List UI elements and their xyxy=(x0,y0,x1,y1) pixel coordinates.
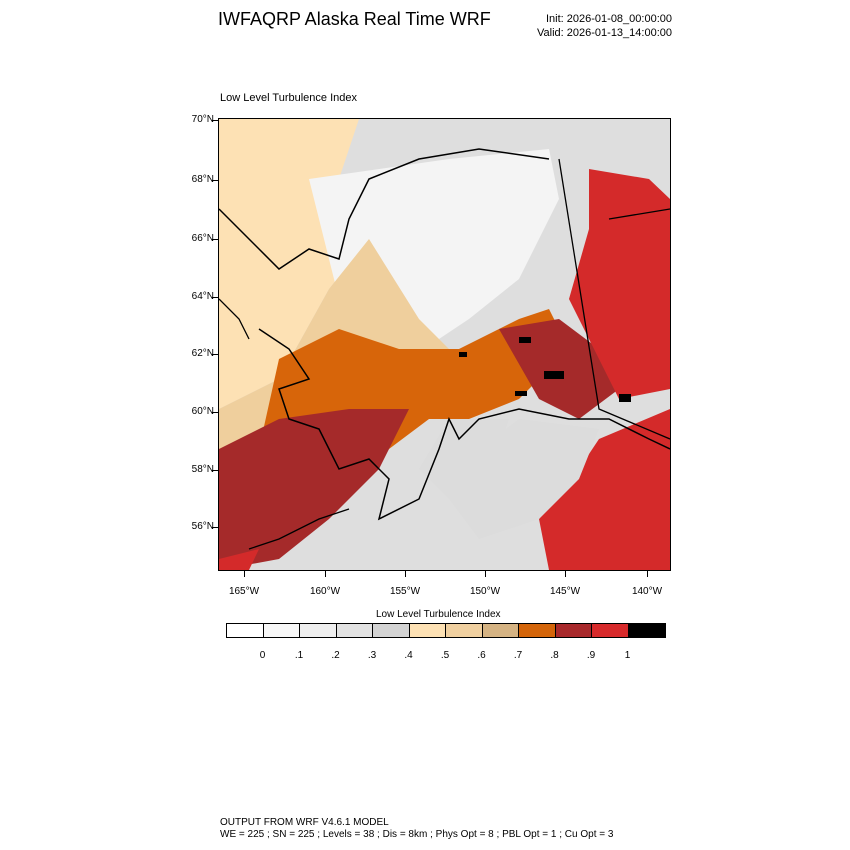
lon-label: 165°W xyxy=(228,586,260,597)
lat-label: 56°N xyxy=(191,521,214,532)
colorbar-tick-label: .7 xyxy=(513,650,523,661)
colorbar-swatch xyxy=(519,624,556,637)
colorbar-title: Low Level Turbulence Index xyxy=(376,609,501,620)
canada-border xyxy=(558,158,670,440)
colorbar-tick-label: 1 xyxy=(624,650,631,661)
field-max-spot xyxy=(519,337,531,343)
colorbar-tick-label: .8 xyxy=(550,650,559,661)
aleutian-outline xyxy=(248,508,350,550)
field-max-spot xyxy=(544,371,564,379)
field-max-spot xyxy=(619,394,631,402)
field-gray-inlet xyxy=(419,419,509,499)
colorbar-swatch xyxy=(482,624,519,637)
lat-tick xyxy=(212,527,218,528)
lat-tick xyxy=(212,297,218,298)
colorbar-tick-label: 0 xyxy=(259,650,266,661)
colorbar-tick-label: .5 xyxy=(440,650,450,661)
valid-time: Valid: 2026-01-13_14:00:00 xyxy=(537,27,672,39)
colorbar-tick-label: .2 xyxy=(331,650,340,661)
lat-label: 58°N xyxy=(191,464,214,475)
colorbar-tick-label: .9 xyxy=(586,650,596,661)
lat-tick xyxy=(212,354,218,355)
north-coastline xyxy=(219,148,550,270)
lon-label: 145°W xyxy=(549,586,581,597)
lat-tick xyxy=(212,180,218,181)
lat-label: 66°N xyxy=(191,233,214,244)
lon-label: 150°W xyxy=(469,586,501,597)
colorbar-swatch xyxy=(555,624,592,637)
field-red-se xyxy=(539,409,670,570)
map-canvas xyxy=(219,119,670,570)
lon-tick xyxy=(405,571,406,577)
lon-label: 140°W xyxy=(631,586,663,597)
colorbar-swatch xyxy=(373,624,410,637)
lat-tick xyxy=(212,239,218,240)
south-coastline xyxy=(258,328,670,521)
footer-config-line: WE = 225 ; SN = 225 ; Levels = 38 ; Dis … xyxy=(220,829,614,840)
lon-label: 155°W xyxy=(389,586,421,597)
panel-title: Low Level Turbulence Index xyxy=(220,92,357,104)
colorbar-swatch xyxy=(227,624,264,637)
main-title: IWFAQRP Alaska Real Time WRF xyxy=(218,9,491,29)
field-max-spot xyxy=(515,391,527,396)
turbulence-map xyxy=(218,118,671,571)
field-dark-red-sw xyxy=(219,409,409,570)
colorbar xyxy=(226,623,666,638)
colorbar-swatch xyxy=(628,624,665,637)
territory-border xyxy=(608,208,670,220)
lon-tick xyxy=(325,571,326,577)
colorbar-tick-label: .1 xyxy=(294,650,304,661)
lat-tick xyxy=(212,120,218,121)
lat-tick xyxy=(212,412,218,413)
colorbar-swatch xyxy=(300,624,337,637)
lat-label: 62°N xyxy=(191,348,214,359)
colorbar-swatch xyxy=(336,624,373,637)
lon-tick xyxy=(565,571,566,577)
lon-label: 160°W xyxy=(309,586,341,597)
init-time: Init: 2026-01-08_00:00:00 xyxy=(546,13,672,25)
colorbar-swatch xyxy=(409,624,446,637)
colorbar-tick-label: .4 xyxy=(404,650,413,661)
field-red-east xyxy=(569,169,670,399)
lat-label: 70°N xyxy=(191,114,214,125)
colorbar-tick-label: .3 xyxy=(367,650,377,661)
lon-tick xyxy=(244,571,245,577)
lat-label: 60°N xyxy=(191,406,214,417)
seward-peninsula-outline xyxy=(219,298,250,340)
lon-tick xyxy=(485,571,486,577)
colorbar-tick-label: .6 xyxy=(477,650,486,661)
colorbar-swatch xyxy=(592,624,629,637)
colorbar-swatch xyxy=(263,624,300,637)
lat-tick xyxy=(212,470,218,471)
field-red-corner xyxy=(219,549,259,570)
field-max-spot xyxy=(459,352,467,357)
lat-label: 64°N xyxy=(191,291,214,302)
colorbar-swatch xyxy=(446,624,483,637)
footer-model-line: OUTPUT FROM WRF V4.6.1 MODEL xyxy=(220,817,389,828)
lat-label: 68°N xyxy=(191,174,214,185)
lon-tick xyxy=(647,571,648,577)
